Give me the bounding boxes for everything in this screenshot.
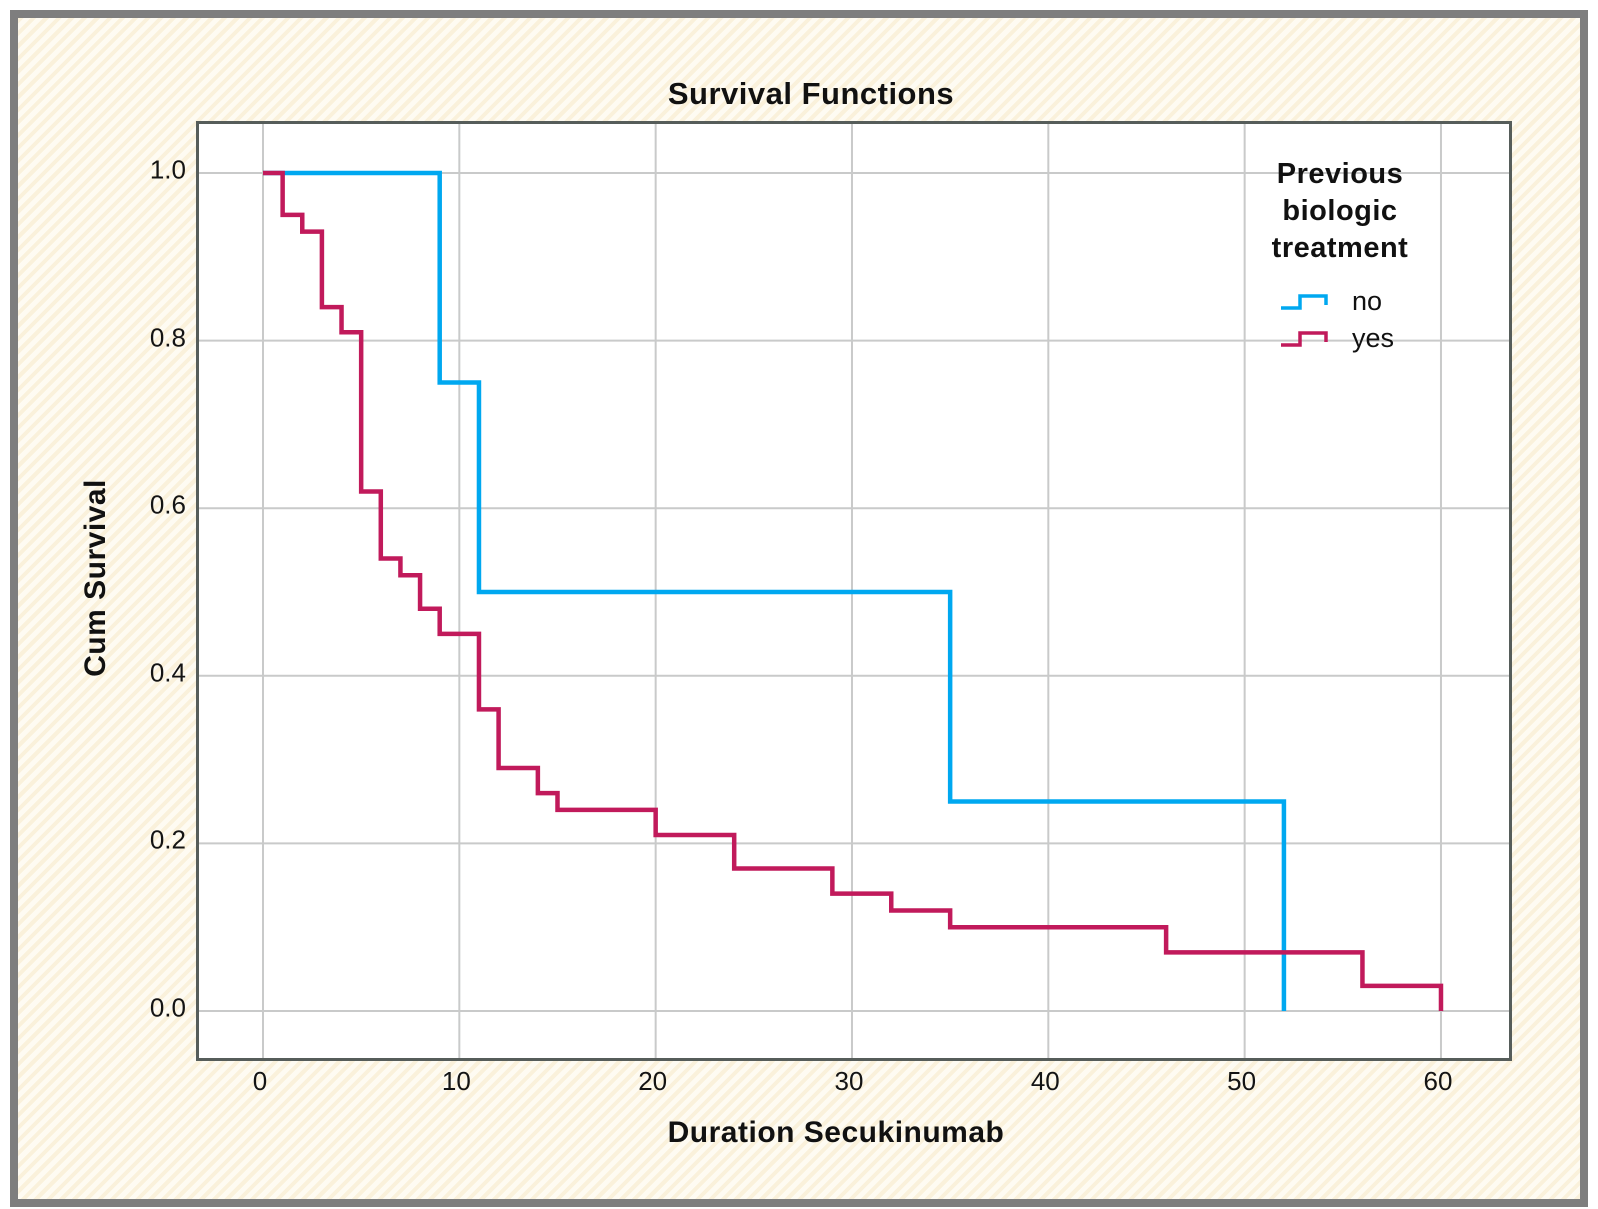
y-tick-label: 0.0	[149, 992, 186, 1023]
step-line-swatch-no	[1281, 293, 1328, 310]
y-tick-label: 0.6	[149, 489, 186, 520]
y-tick-label: 0.2	[149, 824, 186, 855]
y-tick-label: 1.0	[149, 154, 186, 185]
legend-label-yes: yes	[1352, 323, 1395, 353]
chart-frame: Survival Functions Cum Survival Duration…	[10, 10, 1588, 1207]
plot-area	[196, 121, 1512, 1061]
chart-title: Survival Functions	[667, 76, 955, 111]
legend-row-yes: yes	[1278, 320, 1472, 357]
x-tick-label: 40	[1030, 1066, 1060, 1096]
legend: Previous biologic treatment no yes	[1208, 156, 1472, 357]
x-tick-label: 20	[638, 1066, 668, 1096]
x-tick-label: 0	[252, 1066, 268, 1096]
series-line-yes	[263, 170, 1444, 1011]
legend-title: Previous biologic treatment	[1271, 158, 1409, 264]
x-axis-title: Duration Secukinumab	[667, 1116, 1005, 1149]
x-tick-label: 60	[1423, 1066, 1453, 1096]
y-tick-label: 0.8	[149, 322, 186, 353]
legend-row-no: no	[1278, 283, 1472, 320]
series-line-no	[263, 170, 1287, 1011]
x-tick-label: 10	[441, 1066, 471, 1096]
y-axis-title: Cum Survival	[79, 479, 112, 677]
x-tick-label: 30	[834, 1066, 864, 1096]
y-tick-label: 0.4	[149, 657, 186, 688]
legend-label-no: no	[1352, 286, 1383, 316]
legend-rows: no yes	[1278, 283, 1472, 357]
x-tick-label: 50	[1227, 1066, 1257, 1096]
step-line-swatch-yes	[1281, 330, 1328, 347]
plot-svg	[199, 124, 1509, 1058]
